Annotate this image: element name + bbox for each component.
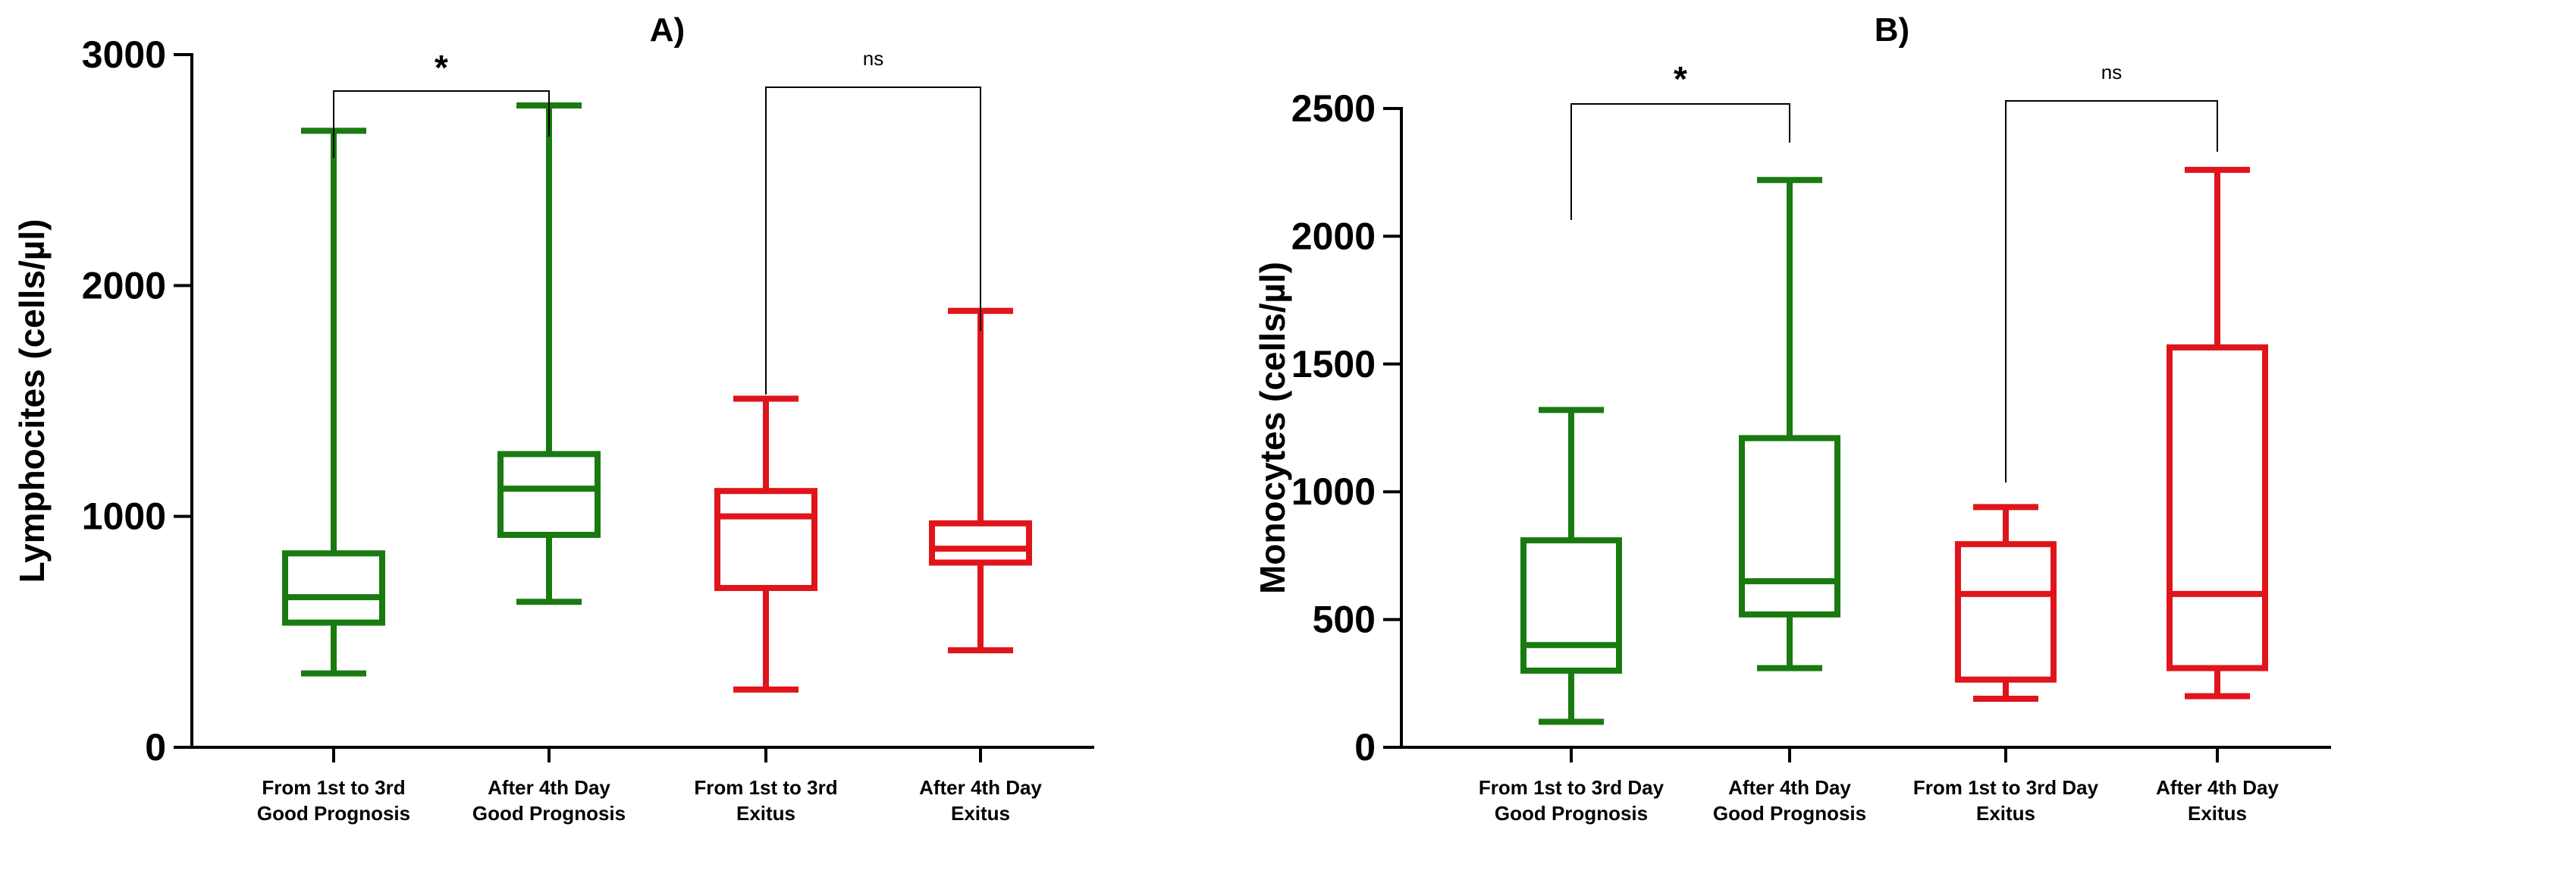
y-tick-label: 1500 — [1291, 343, 1376, 385]
y-axis-label: Lymphocites (cells/µl) — [12, 219, 52, 583]
iqr-box — [1520, 537, 1622, 674]
x-tick-label: Good Prognosis — [1495, 802, 1648, 825]
box-plot — [497, 102, 601, 605]
box-plot — [2167, 166, 2268, 700]
box-plot — [1739, 177, 1840, 671]
panel-title: A) — [650, 11, 685, 49]
iqr-box — [1955, 541, 2057, 683]
y-axis-label: Monocytes (cells/µl) — [1253, 262, 1292, 594]
box-plot — [1955, 504, 2057, 703]
x-tick-label: From 1st to 3rd — [262, 776, 405, 799]
y-tick-label: 2500 — [1291, 87, 1376, 130]
x-tick-label: Exitus — [736, 802, 795, 825]
iqr-box — [497, 451, 601, 539]
y-tick-label: 0 — [145, 726, 166, 769]
bracket-line — [2005, 100, 2218, 483]
significance-bracket: * — [333, 48, 550, 158]
box-plot — [282, 127, 385, 677]
x-tick-label: Good Prognosis — [472, 802, 626, 825]
bracket-line — [1570, 103, 1790, 220]
panel-b: B) Monocytes (cells/µl) 0 500 1000 1500 2000 25… — [1253, 11, 2331, 825]
x-tick-label: Exitus — [951, 802, 1010, 825]
iqr-box — [1739, 435, 1840, 618]
x-tick-label: From 1st to 3rd Day — [1913, 776, 2099, 799]
x-tick-label: After 4th Day — [1728, 776, 1851, 799]
significance-label: ns — [863, 47, 883, 70]
y-tick-label: 2000 — [1291, 215, 1376, 257]
x-tick-label: After 4th Day — [919, 776, 1042, 799]
y-tick-label: 3000 — [82, 33, 166, 76]
panel-title: B) — [1875, 11, 1909, 49]
bracket-line — [765, 86, 981, 395]
significance-label: * — [1674, 59, 1687, 99]
bracket-line — [333, 90, 550, 158]
panel-a: A) Lymphocites (cells/µl) 0 1000 2000 3000 Fro… — [12, 11, 1094, 825]
x-tick-label: Exitus — [2188, 802, 2247, 825]
significance-bracket: ns — [2005, 61, 2218, 483]
box-plot — [714, 395, 817, 693]
x-tick-label: After 4th Day — [488, 776, 610, 799]
x-tick-label: Good Prognosis — [257, 802, 410, 825]
x-tick-label: From 1st to 3rd Day — [1479, 776, 1665, 799]
x-tick-label: From 1st to 3rd — [694, 776, 837, 799]
x-tick-label: After 4th Day — [2156, 776, 2279, 799]
y-tick-label: 2000 — [82, 264, 166, 307]
x-tick-label: Good Prognosis — [1713, 802, 1866, 825]
y-tick-label: 1000 — [1291, 470, 1376, 513]
iqr-box — [929, 520, 1032, 566]
y-tick-label: 500 — [1313, 599, 1376, 641]
significance-bracket: * — [1570, 59, 1790, 220]
significance-label: * — [435, 48, 448, 87]
box-plot — [1520, 407, 1622, 725]
x-tick-label: Exitus — [1976, 802, 2035, 825]
iqr-box — [714, 488, 817, 592]
significance-bracket: ns — [765, 47, 981, 395]
iqr-box — [2167, 344, 2268, 671]
y-tick-label: 0 — [1354, 726, 1376, 769]
significance-label: ns — [2101, 61, 2122, 83]
iqr-box — [282, 550, 385, 626]
box-plot — [929, 307, 1032, 654]
y-tick-label: 1000 — [82, 495, 166, 538]
